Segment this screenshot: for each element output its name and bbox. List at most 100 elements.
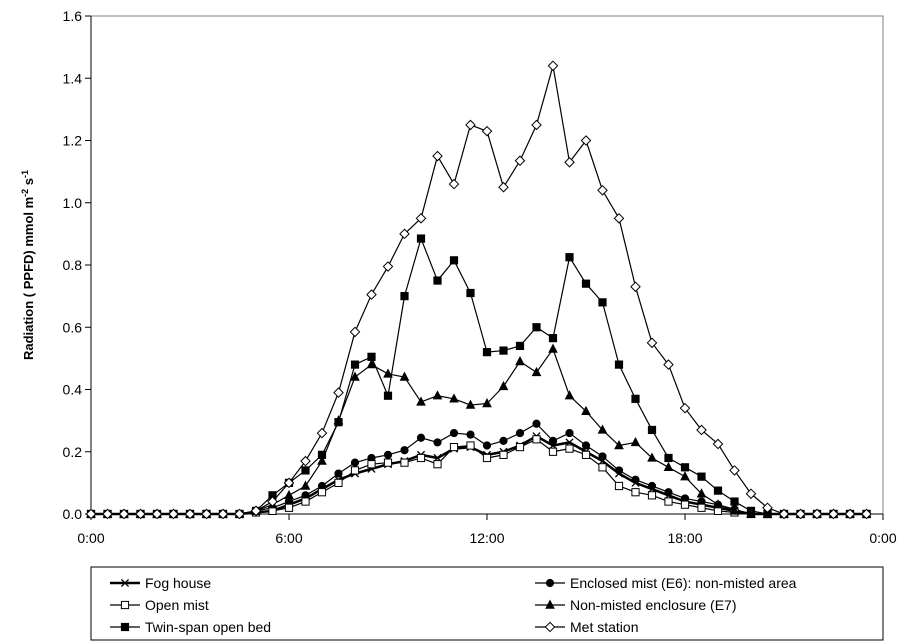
data-point-non-misted-enclosure-e7	[432, 390, 443, 400]
y-tick-label: 0.0	[63, 506, 83, 522]
legend-item-open-mist: Open mist	[110, 597, 209, 613]
data-point-met-station	[531, 119, 542, 131]
data-point-met-station	[498, 181, 509, 193]
data-point-twin-span-open-bed	[482, 348, 492, 357]
data-point-open-mist	[400, 458, 409, 467]
data-point-met-station	[564, 156, 575, 168]
data-point-twin-span-open-bed	[317, 450, 327, 459]
data-point-enclosed-mist-e6-non-misted-area	[647, 481, 657, 491]
data-point-open-mist	[515, 442, 525, 452]
data-point-open-mist	[268, 506, 277, 515]
data-point-twin-span-open-bed	[532, 323, 541, 332]
data-point-open-mist	[433, 460, 442, 469]
data-point-open-mist	[416, 453, 426, 463]
data-point-enclosed-mist-e6-non-misted-area	[664, 488, 673, 497]
data-point-twin-span-open-bed	[466, 288, 475, 298]
data-point-twin-span-open-bed	[301, 466, 310, 475]
series-met-station	[85, 60, 872, 520]
data-point-met-station	[630, 281, 641, 293]
y-tick-label: 0.2	[63, 444, 83, 460]
data-point-non-misted-enclosure-e7	[317, 455, 327, 465]
y-tick-label: 1.4	[63, 70, 83, 86]
data-point-non-misted-enclosure-e7	[531, 366, 542, 377]
data-point-enclosed-mist-e6-non-misted-area	[400, 446, 409, 455]
data-point-open-mist	[664, 497, 673, 506]
data-point-enclosed-mist-e6-non-misted-area	[581, 441, 591, 450]
data-point-enclosed-mist-e6-non-misted-area	[383, 450, 393, 459]
data-point-met-station	[811, 508, 823, 520]
data-point-enclosed-mist-e6-non-misted-area	[466, 430, 475, 439]
data-point-met-station	[267, 496, 278, 507]
data-point-met-station	[481, 125, 493, 137]
data-point-twin-span-open-bed	[350, 360, 360, 369]
data-point-twin-span-open-bed	[664, 453, 673, 463]
data-point-enclosed-mist-e6-non-misted-area	[565, 428, 574, 438]
data-point-enclosed-mist-e6-non-misted-area	[598, 452, 607, 461]
legend-item-met-station: Met station	[535, 619, 638, 635]
data-point-met-station	[663, 359, 674, 370]
data-point-non-misted-enclosure-e7	[366, 359, 377, 369]
legend-label: Open mist	[145, 597, 209, 613]
legend-item-twin-span-open-bed: Twin-span open bed	[110, 619, 271, 635]
data-point-met-station	[432, 150, 443, 162]
data-point-non-misted-enclosure-e7	[383, 368, 393, 378]
data-point-non-misted-enclosure-e7	[548, 343, 558, 353]
data-point-met-station	[646, 337, 658, 349]
data-point-open-mist	[367, 460, 376, 469]
data-point-enclosed-mist-e6-non-misted-area	[548, 436, 558, 445]
y-tick-label: 1.2	[63, 133, 83, 149]
legend-marker	[120, 600, 130, 610]
data-point-open-mist	[334, 478, 343, 487]
data-point-twin-span-open-bed	[499, 346, 508, 355]
data-point-twin-span-open-bed	[614, 360, 624, 369]
data-point-enclosed-mist-e6-non-misted-area	[631, 475, 640, 484]
series-layer	[85, 60, 872, 520]
x-tick-label: 0:00	[869, 530, 896, 546]
data-point-non-misted-enclosure-e7	[284, 489, 294, 500]
data-point-twin-span-open-bed	[548, 334, 558, 343]
data-point-met-station	[745, 488, 757, 500]
data-point-met-station	[234, 508, 245, 520]
data-point-non-misted-enclosure-e7	[597, 424, 608, 434]
data-point-enclosed-mist-e6-non-misted-area	[482, 441, 492, 450]
legend-item-enclosed-mist-e6-non-misted-area: Enclosed mist (E6): non-misted area	[535, 575, 797, 591]
data-point-enclosed-mist-e6-non-misted-area	[350, 458, 360, 467]
data-point-open-mist	[284, 503, 294, 512]
data-point-twin-span-open-bed	[730, 497, 739, 506]
data-point-met-station	[85, 508, 97, 520]
data-point-twin-span-open-bed	[449, 256, 459, 265]
data-point-non-misted-enclosure-e7	[300, 480, 311, 490]
data-point-non-misted-enclosure-e7	[515, 356, 525, 366]
data-point-twin-span-open-bed	[334, 418, 343, 427]
data-point-twin-span-open-bed	[647, 425, 657, 435]
legend-marker	[545, 599, 555, 609]
data-point-met-station	[201, 508, 212, 520]
x-tick-label: 0:00	[77, 530, 104, 546]
data-point-non-misted-enclosure-e7	[449, 393, 459, 403]
data-point-met-station	[118, 508, 130, 520]
data-point-open-mist	[614, 481, 624, 491]
data-point-open-mist	[466, 441, 475, 450]
data-point-non-misted-enclosure-e7	[630, 436, 641, 447]
legend-item-fog-house: Fog house	[110, 575, 211, 591]
data-point-non-misted-enclosure-e7	[350, 371, 360, 381]
data-point-open-mist	[713, 506, 723, 515]
data-point-met-station	[597, 184, 608, 196]
data-point-met-station	[762, 502, 773, 514]
data-point-open-mist	[548, 447, 558, 456]
data-point-open-mist	[631, 488, 640, 497]
data-point-open-mist	[449, 442, 459, 452]
data-point-met-station	[399, 228, 410, 240]
y-tick-label: 1.0	[63, 195, 83, 211]
plot-frame	[90, 15, 884, 515]
data-point-twin-span-open-bed	[565, 253, 574, 262]
data-point-non-misted-enclosure-e7	[663, 461, 674, 472]
data-point-met-station	[217, 508, 229, 520]
data-point-twin-span-open-bed	[515, 341, 525, 351]
data-point-met-station	[580, 135, 592, 146]
data-point-met-station	[613, 213, 625, 224]
data-point-met-station	[696, 424, 707, 436]
y-axis-ticks: 0.0 0.2 0.4 0.6 0.8 1.0 1.2 1.4 1.6	[63, 8, 91, 522]
data-point-open-mist	[697, 503, 706, 512]
data-point-open-mist	[598, 463, 607, 472]
